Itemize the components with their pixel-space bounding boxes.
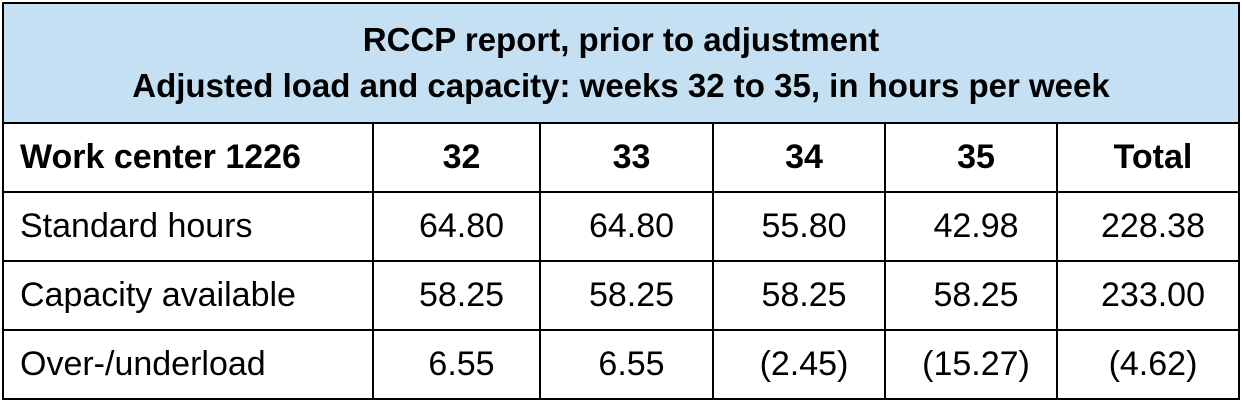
header-row: Work center 1226 32 33 34 35 Total	[4, 124, 1238, 193]
cell: 58.25	[884, 260, 1058, 331]
cell: 64.80	[372, 191, 541, 262]
cell: 42.98	[884, 191, 1058, 262]
column-header: 33	[539, 124, 714, 193]
column-header: 35	[884, 124, 1058, 193]
title-line: RCCP report, prior to adjustment	[362, 21, 880, 58]
row-label: Over-/underload	[4, 329, 374, 398]
report-table: RCCP report, prior to adjustment Adjuste…	[2, 2, 1240, 400]
table-row: Standard hours 64.80 64.80 55.80 42.98 228.38	[4, 191, 1238, 262]
table-row: Over-/underload 6.55 6.55 (2.45) (15.27) (4.6…	[4, 329, 1238, 398]
cell: 58.25	[372, 260, 541, 331]
title-line: Adjusted load and capacity: weeks 32 to …	[132, 67, 1110, 104]
cell: 233.00	[1056, 260, 1238, 331]
cell: (4.62)	[1056, 329, 1238, 398]
cell: 228.38	[1056, 191, 1238, 262]
column-header: 32	[372, 124, 541, 193]
cell: (15.27)	[884, 329, 1058, 398]
cell: 58.25	[712, 260, 886, 331]
cell: 55.80	[712, 191, 886, 262]
cell: 6.55	[372, 329, 541, 398]
cell: (2.45)	[712, 329, 886, 398]
data-table: Work center 1226 32 33 34 35 Total Standard ho…	[4, 124, 1238, 398]
table-header: RCCP report, prior to adjustment Adjuste…	[4, 4, 1238, 124]
column-header: Total	[1056, 124, 1238, 193]
cell: 58.25	[539, 260, 714, 331]
cell: 64.80	[539, 191, 714, 262]
row-label: Standard hours	[4, 191, 374, 262]
cell: 6.55	[539, 329, 714, 398]
column-header: Work center 1226	[4, 124, 374, 193]
row-label: Capacity available	[4, 260, 374, 331]
column-header: 34	[712, 124, 886, 193]
table-row: Capacity available 58.25 58.25 58.25 58.25 23…	[4, 260, 1238, 331]
